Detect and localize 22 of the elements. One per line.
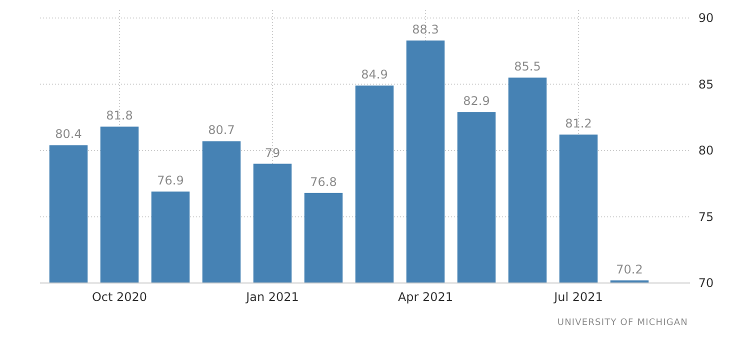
data-label: 80.4: [55, 127, 82, 142]
y-tick-label: 75: [698, 210, 714, 224]
y-tick-label: 85: [698, 77, 714, 92]
x-tick-label: Jul 2021: [553, 290, 603, 304]
data-label: 85.5: [514, 60, 541, 74]
x-tick-label: Apr 2021: [398, 290, 454, 304]
y-tick-label: 70: [698, 276, 714, 290]
text: UNIVERSITY OF MICHIGAN: [557, 318, 688, 328]
y-tick-label: 80: [698, 144, 714, 158]
y-tick-label: 90: [698, 11, 714, 26]
data-label: 79: [264, 146, 280, 160]
data-label: 84.9: [361, 68, 388, 82]
data-label: 81.2: [565, 116, 592, 131]
data-label: 88.3: [412, 22, 439, 37]
data-label: 76.9: [157, 174, 184, 188]
x-tick-label: Oct 2020: [92, 290, 148, 304]
data-label: 80.7: [208, 123, 235, 138]
data-label: 76.8: [310, 174, 337, 189]
data-label: 81.8: [106, 108, 133, 123]
x-tick-label: Jan 2021: [245, 290, 299, 304]
data-label: 70.2: [616, 262, 643, 276]
data-label: 82.9: [463, 94, 490, 108]
